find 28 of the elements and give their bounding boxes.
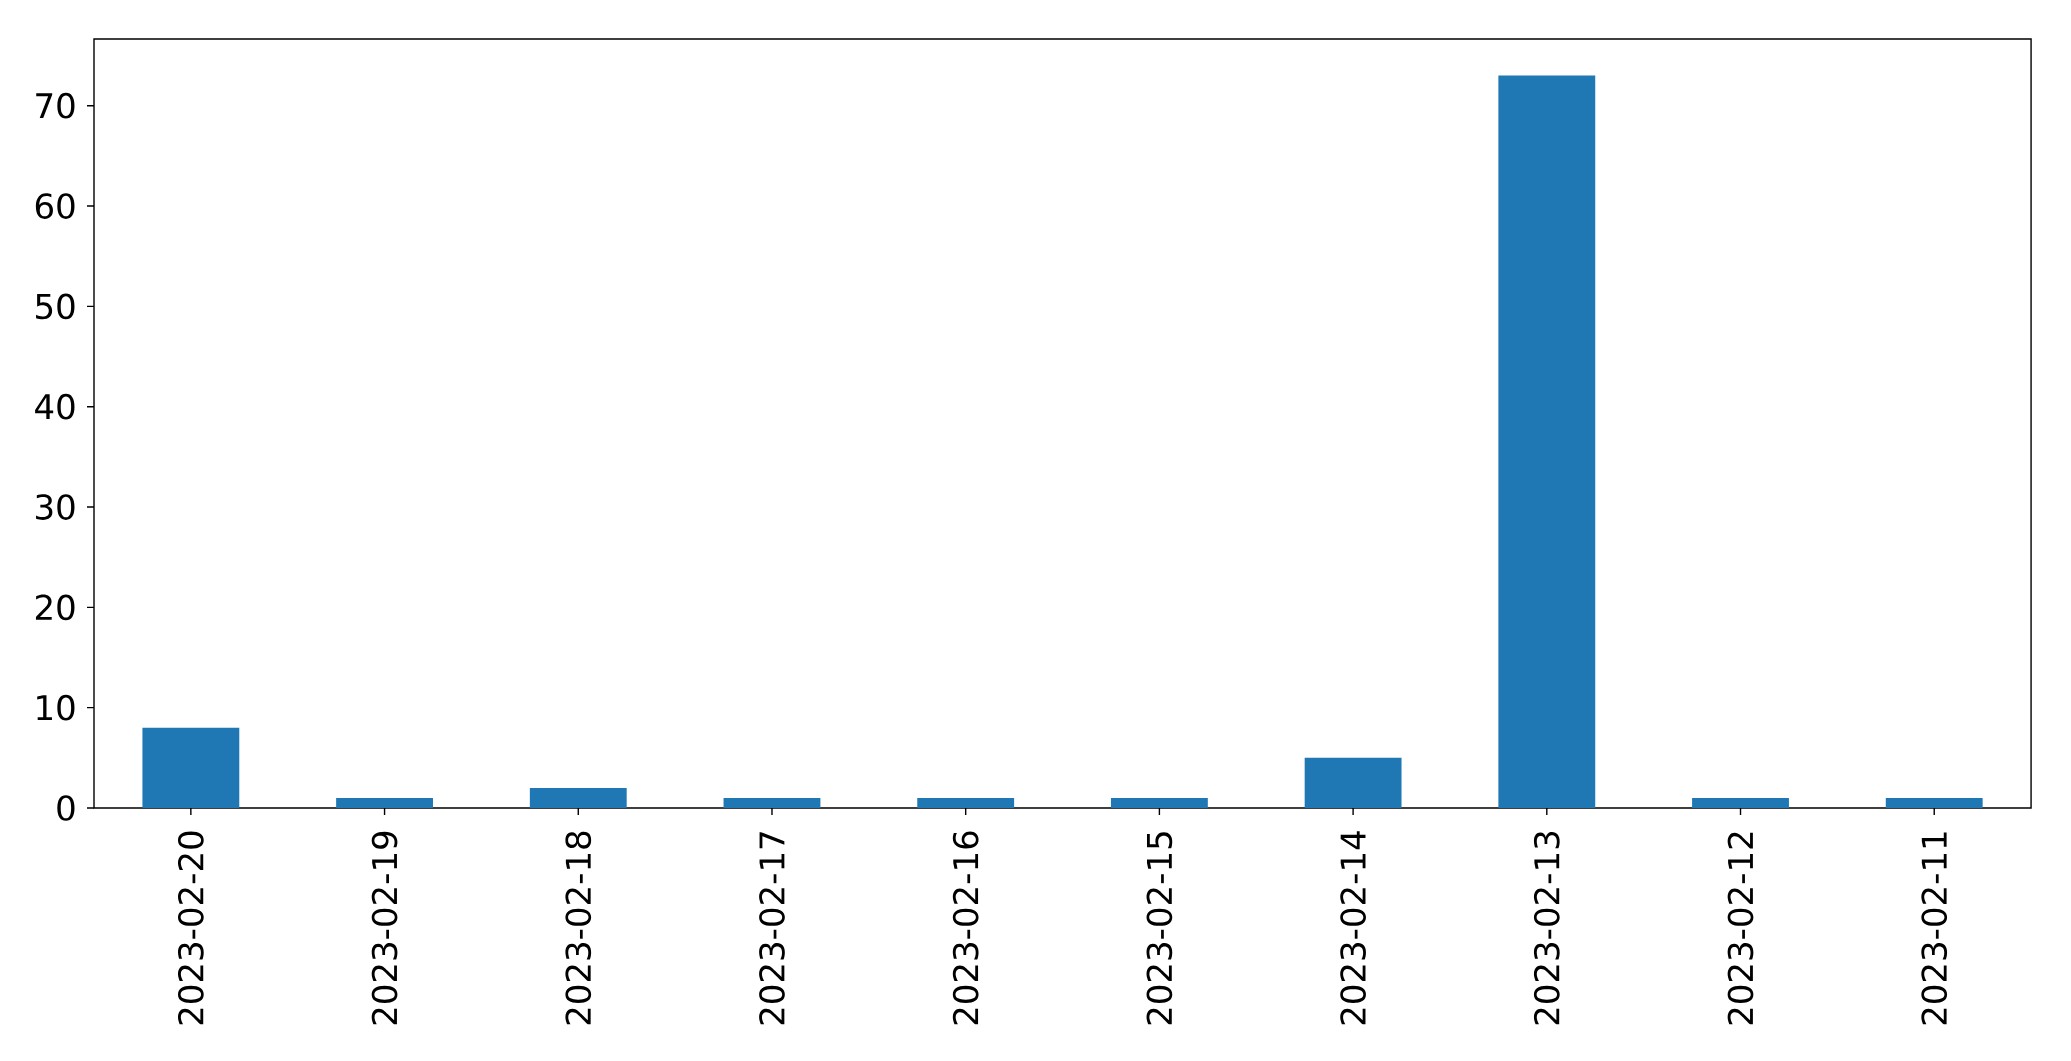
bar xyxy=(1692,797,1789,808)
bar xyxy=(1110,797,1208,808)
y-tick-label: 20 xyxy=(35,594,75,621)
x-tick-label: 2023-02-15 xyxy=(1146,832,1173,1025)
bar xyxy=(917,797,1015,808)
y-tick-label: 70 xyxy=(36,92,75,119)
bar xyxy=(1304,757,1402,808)
x-tick-label: 2023-02-16 xyxy=(952,831,979,1025)
x-tick-label: 2023-02-20 xyxy=(177,831,204,1025)
y-tick-label: 10 xyxy=(37,694,75,721)
y-tick-label: 50 xyxy=(36,293,75,320)
bar xyxy=(529,787,627,808)
bar xyxy=(142,727,240,808)
x-tick-label: 2023-02-17 xyxy=(759,832,785,1025)
y-tick-label: 60 xyxy=(35,193,75,219)
x-tick-label: 2023-02-19 xyxy=(371,831,398,1025)
bar xyxy=(336,797,433,808)
x-tick-label: 2023-02-14 xyxy=(1340,831,1366,1025)
bar xyxy=(1498,75,1596,808)
x-tick-label: 2023-02-12 xyxy=(1727,832,1754,1025)
x-tick-label: 2023-02-18 xyxy=(565,831,592,1025)
bar xyxy=(723,797,821,808)
y-tick-label: 40 xyxy=(35,393,75,420)
x-tick-label: 2023-02-11 xyxy=(1921,832,1948,1025)
y-tick-label: 0 xyxy=(57,795,75,821)
bar xyxy=(1885,797,1983,808)
y-tick-label: 30 xyxy=(36,494,75,520)
x-tick-label: 2023-02-13 xyxy=(1533,832,1560,1025)
